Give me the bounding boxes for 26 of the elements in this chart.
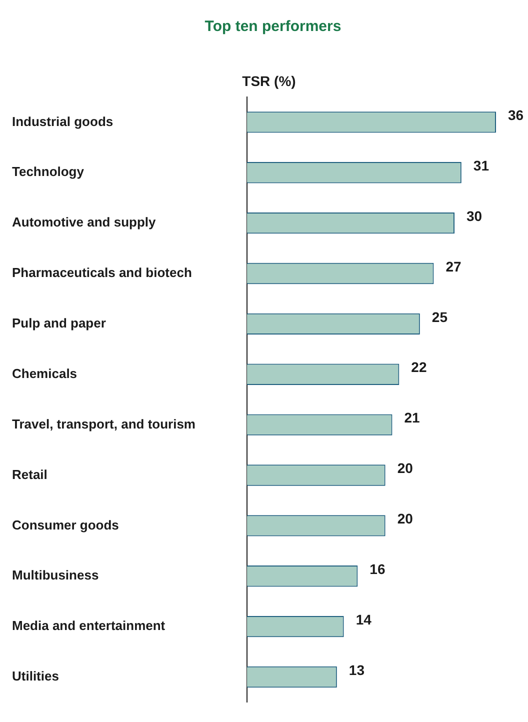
x-axis-title: TSR (%) bbox=[242, 72, 296, 89]
y-tick-label: Pharmaceuticals and biotech bbox=[12, 265, 192, 280]
y-tick-label: Technology bbox=[12, 164, 85, 180]
data-label: 21 bbox=[404, 410, 420, 426]
y-tick-label: Retail bbox=[12, 466, 48, 482]
y-tick-label: Pulp and paper bbox=[12, 316, 106, 331]
data-label: 20 bbox=[397, 460, 414, 476]
y-tick-label: Automotive and supply bbox=[12, 214, 156, 230]
y-tick-label: Consumer goods bbox=[12, 517, 119, 532]
y-tick-label: Utilities bbox=[12, 668, 59, 684]
y-tick-label: Travel, transport, and tourism bbox=[12, 416, 196, 432]
data-label: 13 bbox=[348, 662, 365, 678]
chart-title: Top ten performers bbox=[204, 18, 342, 36]
y-tick-label: Chemicals bbox=[12, 366, 78, 381]
data-label: 20 bbox=[397, 510, 414, 527]
data-label: 27 bbox=[446, 258, 462, 274]
data-label: 36 bbox=[508, 107, 524, 124]
y-tick-label: Media and entertainment bbox=[12, 618, 166, 634]
data-label: 31 bbox=[473, 158, 490, 174]
data-label: 22 bbox=[411, 359, 427, 376]
y-tick-label: Multibusiness bbox=[12, 568, 99, 583]
data-label: 14 bbox=[356, 611, 372, 628]
data-label: 25 bbox=[432, 308, 448, 325]
data-label: 30 bbox=[466, 208, 482, 224]
data-label: 16 bbox=[370, 560, 386, 577]
y-tick-label: Industrial goods bbox=[12, 114, 114, 129]
